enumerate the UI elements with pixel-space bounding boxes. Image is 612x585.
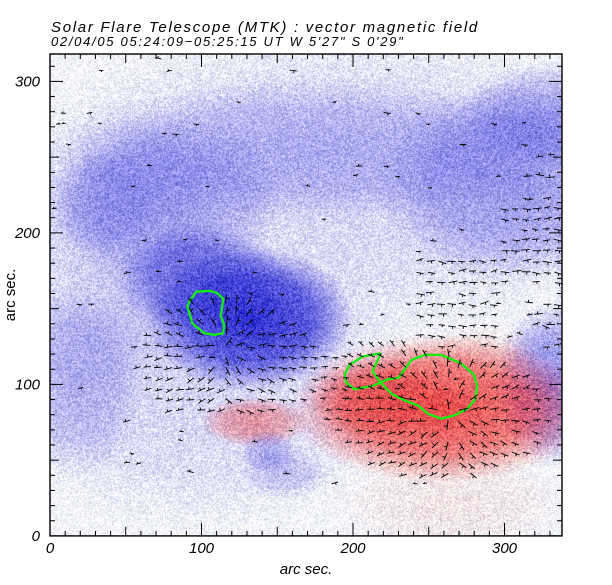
svg-text:02/04/05 05:24:09−05:25:15 U: 02/04/05 05:24:09−05:25:15 UT W 5'27" S … (51, 34, 404, 49)
svg-text:arc sec.: arc sec. (280, 561, 333, 578)
svg-text:100: 100 (189, 540, 215, 557)
svg-text:300: 300 (492, 540, 518, 557)
svg-text:0: 0 (32, 528, 41, 545)
svg-text:arc sec.: arc sec. (2, 269, 19, 322)
svg-text:200: 200 (339, 540, 366, 557)
svg-text:200: 200 (14, 225, 41, 242)
svg-text:0: 0 (46, 540, 55, 557)
svg-text:100: 100 (15, 376, 41, 393)
svg-text:300: 300 (15, 73, 41, 90)
